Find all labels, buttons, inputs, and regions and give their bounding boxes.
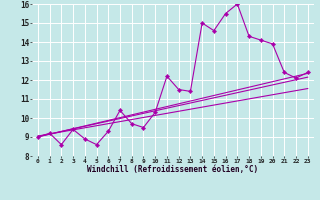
X-axis label: Windchill (Refroidissement éolien,°C): Windchill (Refroidissement éolien,°C) — [87, 165, 258, 174]
